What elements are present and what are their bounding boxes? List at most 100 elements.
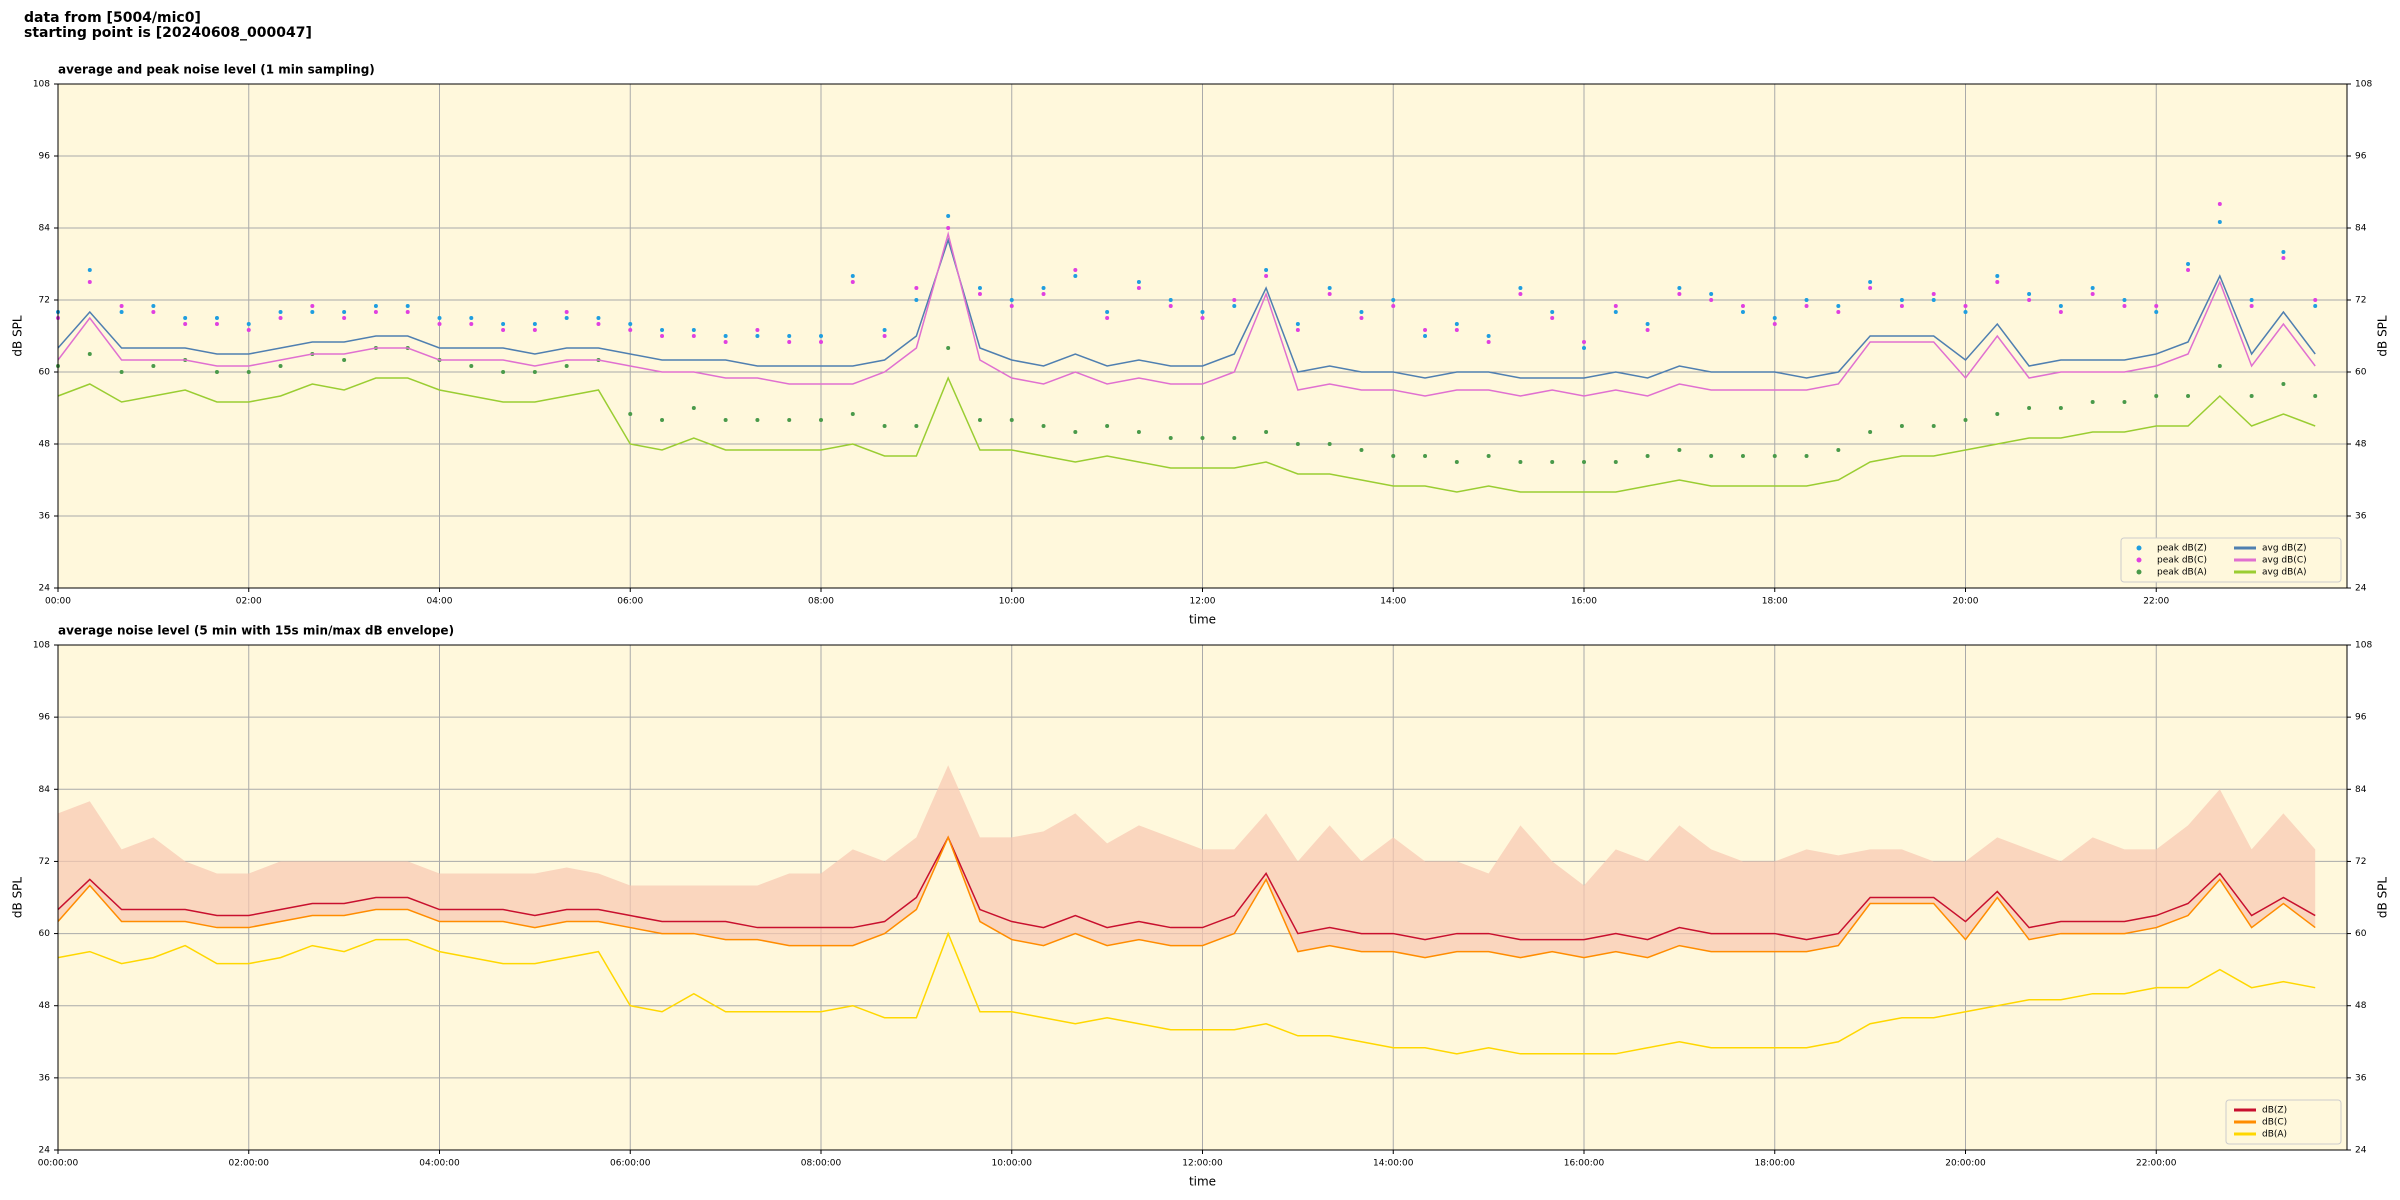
peak-dot xyxy=(373,310,378,314)
peak-dot xyxy=(755,328,760,332)
peak-dot xyxy=(1136,430,1141,434)
peak-dot xyxy=(183,322,188,326)
legend-label: peak dB(Z) xyxy=(2157,544,2207,554)
plot-frame xyxy=(57,644,2348,1151)
peak-dot xyxy=(1105,310,1110,314)
y-tick-label: 24 xyxy=(39,584,51,594)
legend-box xyxy=(2120,537,2342,583)
peak-dot xyxy=(787,340,792,344)
peak-dot xyxy=(2217,364,2222,368)
peak-dot xyxy=(246,370,251,374)
peak-dot xyxy=(946,346,951,350)
peak-dot xyxy=(1613,304,1618,308)
series-line xyxy=(57,237,2316,379)
peak-dot xyxy=(342,358,347,362)
peak-dot xyxy=(310,304,315,308)
x-tick-label: 12:00:00 xyxy=(1182,1159,1223,1169)
peak-dot xyxy=(1454,322,1459,326)
x-tick-label: 10:00 xyxy=(999,597,1025,607)
y-tick-label: 72 xyxy=(39,296,50,306)
y-tick-label: 48 xyxy=(39,440,51,450)
peak-dot xyxy=(977,418,982,422)
peak-dot xyxy=(151,304,156,308)
y2-tick-label: 60 xyxy=(2355,929,2367,939)
heading-line: starting point is [20240608_000047] xyxy=(24,25,312,41)
peak-dot xyxy=(310,310,315,314)
peak-dot xyxy=(1931,424,1936,428)
peak-dot xyxy=(1518,292,1523,296)
y-axis-label: dB SPL xyxy=(11,315,25,357)
peak-dot xyxy=(1136,286,1141,290)
peak-dot xyxy=(1232,436,1237,440)
y-tick-label: 60 xyxy=(39,368,51,378)
peak-dot xyxy=(596,316,601,320)
peak-dot xyxy=(2154,310,2159,314)
peak-dot xyxy=(2027,406,2032,410)
legend-label: dB(C) xyxy=(2262,1118,2287,1128)
peak-dot xyxy=(469,364,474,368)
peak-dot xyxy=(2313,304,2318,308)
peak-dot xyxy=(2122,304,2127,308)
peak-dot xyxy=(850,274,855,278)
peak-dot xyxy=(214,370,219,374)
x-tick-label: 18:00:00 xyxy=(1755,1159,1796,1169)
peak-dot xyxy=(1391,298,1396,302)
peak-dot xyxy=(532,322,537,326)
legend-marker xyxy=(2136,545,2142,551)
y2-tick-label: 72 xyxy=(2355,857,2366,867)
y-tick-label: 96 xyxy=(39,152,51,162)
legend-label: avg dB(A) xyxy=(2262,568,2306,578)
series-line xyxy=(57,835,2316,941)
peak-dot xyxy=(1486,340,1491,344)
peak-dot xyxy=(2090,292,2095,296)
peak-dot xyxy=(437,322,442,326)
peak-dot xyxy=(1645,328,1650,332)
peak-dot xyxy=(1550,316,1555,320)
peak-dot xyxy=(278,310,283,314)
peak-dot xyxy=(214,316,219,320)
peak-dot xyxy=(469,322,474,326)
peak-dot xyxy=(2027,298,2032,302)
peak-dot xyxy=(1486,334,1491,338)
y2-tick-label: 96 xyxy=(2355,152,2367,162)
y-tick-label: 60 xyxy=(39,929,51,939)
legend-label: dB(Z) xyxy=(2262,1106,2287,1116)
peak-dot xyxy=(183,316,188,320)
peak-dot xyxy=(723,340,728,344)
peak-dot xyxy=(1709,292,1714,296)
peak-dot xyxy=(1804,454,1809,458)
peak-dot xyxy=(373,304,378,308)
peak-dot xyxy=(1836,448,1841,452)
y2-tick-label: 108 xyxy=(2355,641,2372,651)
peak-dot xyxy=(1740,304,1745,308)
y2-tick-label: 24 xyxy=(2355,1146,2367,1156)
peak-dot xyxy=(914,298,919,302)
peak-dot xyxy=(1073,430,1078,434)
peak-dot xyxy=(2281,382,2286,386)
peak-dot xyxy=(1518,286,1523,290)
peak-dot xyxy=(1041,424,1046,428)
peak-dot xyxy=(532,328,537,332)
x-tick-label: 16:00:00 xyxy=(1564,1159,1605,1169)
peak-dot xyxy=(119,370,124,374)
peak-dot xyxy=(342,310,347,314)
x-tick-label: 08:00:00 xyxy=(801,1159,842,1169)
peak-dot xyxy=(151,310,156,314)
peak-dot xyxy=(2027,292,2032,296)
x-tick-label: 04:00 xyxy=(427,597,453,607)
peak-dot xyxy=(1454,328,1459,332)
y2-tick-label: 96 xyxy=(2355,713,2367,723)
peak-dot xyxy=(1836,310,1841,314)
peak-dot xyxy=(278,316,283,320)
peak-dot xyxy=(2154,304,2159,308)
peak-dot xyxy=(1200,436,1205,440)
peak-dot xyxy=(914,286,919,290)
peak-dot xyxy=(1423,334,1428,338)
peak-dot xyxy=(1200,316,1205,320)
chart-title: average noise level (5 min with 15s min/… xyxy=(58,624,454,638)
x-tick-label: 00:00 xyxy=(45,597,71,607)
peak-dot xyxy=(1582,346,1586,350)
peak-dot xyxy=(628,328,633,332)
peak-dot xyxy=(882,328,887,332)
peak-dot xyxy=(1136,280,1141,284)
